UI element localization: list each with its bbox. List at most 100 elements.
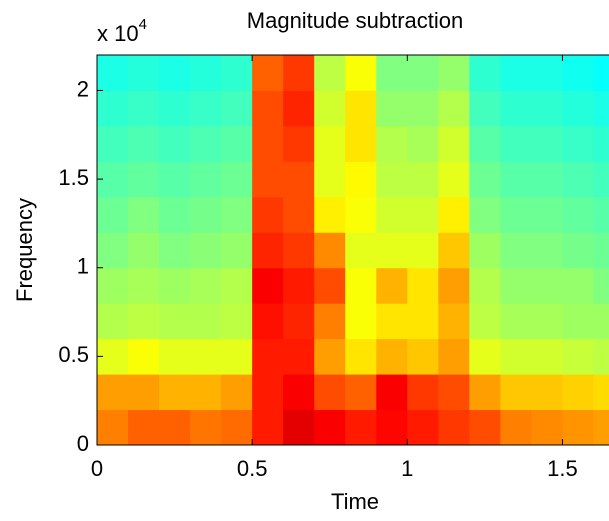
spectrogram-cell [376, 409, 408, 445]
spectrogram-cell [562, 55, 594, 91]
spectrogram-cell [283, 409, 315, 445]
spectrogram-cell [190, 338, 222, 375]
spectrogram-cell [97, 232, 129, 269]
spectrogram-cell [97, 125, 129, 162]
spectrogram-cell [283, 161, 315, 198]
spectrogram-cell [221, 303, 253, 340]
spectrogram-cell [407, 125, 439, 162]
spectrogram-cell [345, 55, 377, 91]
spectrogram-cell [159, 303, 191, 340]
spectrogram-cell [593, 409, 609, 445]
spectrogram-cell [531, 55, 563, 91]
spectrogram-cell [469, 374, 501, 411]
spectrogram-cell [252, 374, 284, 411]
spectrogram-cell [314, 196, 346, 233]
spectrogram-cell [376, 303, 408, 340]
spectrogram-cell [221, 232, 253, 269]
spectrogram-cell [128, 90, 160, 127]
spectrogram-cell [221, 409, 253, 445]
spectrogram-cell [438, 125, 470, 162]
spectrogram-cell [97, 90, 129, 127]
spectrogram-cell [531, 161, 563, 198]
spectrogram-cell [438, 338, 470, 375]
x-axis-label: Time [331, 489, 379, 514]
spectrogram-cell [221, 125, 253, 162]
spectrogram-cell [562, 232, 594, 269]
spectrogram-cell [314, 409, 346, 445]
spectrogram-cell [407, 303, 439, 340]
spectrogram-cell [376, 196, 408, 233]
spectrogram-cell [252, 303, 284, 340]
spectrogram-cell [500, 303, 532, 340]
spectrogram-cell [159, 125, 191, 162]
spectrogram-cell [376, 267, 408, 304]
y-multiplier: x 104 [97, 16, 147, 46]
spectrogram-cell [159, 409, 191, 445]
spectrogram-cell [438, 90, 470, 127]
spectrogram-cell [469, 196, 501, 233]
spectrogram-cell [407, 374, 439, 411]
spectrogram-cell [531, 267, 563, 304]
spectrogram-cell [500, 232, 532, 269]
spectrogram-cell [469, 409, 501, 445]
spectrogram-cell [407, 55, 439, 91]
spectrogram-cell [531, 125, 563, 162]
spectrogram-cell [128, 125, 160, 162]
spectrogram-cell [562, 90, 594, 127]
multiplier-base: x 10 [97, 21, 139, 46]
spectrogram-cell [531, 338, 563, 375]
spectrogram-cell [531, 374, 563, 411]
spectrogram-cell [345, 161, 377, 198]
spectrogram-cell [252, 232, 284, 269]
spectrogram-cell [190, 125, 222, 162]
spectrogram-cell [469, 232, 501, 269]
spectrogram-cell [159, 196, 191, 233]
spectrogram-cell [407, 232, 439, 269]
spectrogram-cell [252, 196, 284, 233]
spectrogram-cell [128, 409, 160, 445]
spectrogram-cell [438, 161, 470, 198]
multiplier-exponent: 4 [139, 16, 147, 33]
spectrogram-cell [345, 338, 377, 375]
spectrogram-cell [376, 55, 408, 91]
spectrogram-cell [221, 338, 253, 375]
spectrogram-cell [376, 338, 408, 375]
spectrogram-cell [376, 374, 408, 411]
spectrogram-cell [345, 303, 377, 340]
spectrogram-cell [407, 161, 439, 198]
spectrogram-cell [438, 303, 470, 340]
spectrogram-cell [314, 303, 346, 340]
spectrogram-cell [438, 409, 470, 445]
spectrogram-cell [283, 55, 315, 91]
spectrogram-cell [345, 125, 377, 162]
spectrogram-cell [190, 267, 222, 304]
spectrogram-cell [190, 161, 222, 198]
chart-title: Magnitude subtraction [247, 8, 463, 33]
spectrogram-cell [438, 232, 470, 269]
spectrogram-cell [128, 267, 160, 304]
spectrogram-cell [159, 161, 191, 198]
x-tick-label: 0 [91, 456, 103, 481]
spectrogram-cell [593, 338, 609, 375]
spectrogram-cell [562, 409, 594, 445]
spectrogram-cell [500, 338, 532, 375]
spectrogram-cell [469, 303, 501, 340]
spectrogram-cell [314, 267, 346, 304]
spectrogram-cell [593, 125, 609, 162]
spectrogram-cell [314, 55, 346, 91]
spectrogram-cell [97, 267, 129, 304]
spectrogram-cell [500, 90, 532, 127]
spectrogram [97, 55, 609, 445]
spectrogram-cell [500, 55, 532, 91]
spectrogram-cell [562, 338, 594, 375]
spectrogram-cell [314, 125, 346, 162]
spectrogram-cell [500, 267, 532, 304]
spectrogram-cell [159, 338, 191, 375]
spectrogram-cell [128, 338, 160, 375]
spectrogram-cell [407, 267, 439, 304]
x-tick-label: 1 [401, 456, 413, 481]
spectrogram-cell [190, 90, 222, 127]
spectrogram-cell [283, 303, 315, 340]
spectrogram-cell [345, 90, 377, 127]
spectrogram-cell [562, 161, 594, 198]
